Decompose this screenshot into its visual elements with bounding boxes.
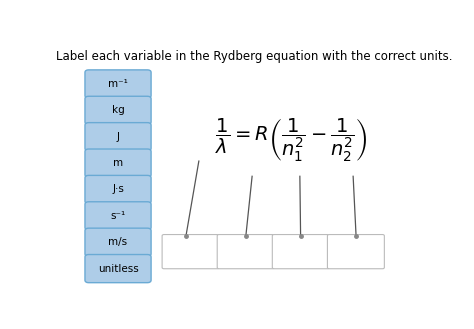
FancyBboxPatch shape (162, 235, 219, 269)
FancyBboxPatch shape (85, 70, 151, 98)
Text: m: m (113, 158, 123, 168)
FancyBboxPatch shape (85, 202, 151, 230)
FancyBboxPatch shape (272, 235, 329, 269)
Text: m/s: m/s (109, 237, 128, 247)
Text: $\dfrac{1}{\lambda} = R\left(\dfrac{1}{n_1^2} - \dfrac{1}{n_2^2}\right)$: $\dfrac{1}{\lambda} = R\left(\dfrac{1}{n… (215, 117, 367, 164)
Text: Label each variable in the Rydberg equation with the correct units.: Label each variable in the Rydberg equat… (56, 50, 452, 63)
FancyBboxPatch shape (328, 235, 384, 269)
FancyBboxPatch shape (85, 149, 151, 177)
Text: kg: kg (112, 105, 124, 115)
FancyBboxPatch shape (85, 96, 151, 124)
FancyBboxPatch shape (85, 228, 151, 256)
Text: m⁻¹: m⁻¹ (108, 79, 128, 89)
Text: J: J (117, 132, 119, 142)
FancyBboxPatch shape (85, 123, 151, 151)
FancyBboxPatch shape (85, 175, 151, 204)
FancyBboxPatch shape (217, 235, 274, 269)
Text: s⁻¹: s⁻¹ (110, 211, 126, 221)
FancyBboxPatch shape (85, 255, 151, 283)
Text: J·s: J·s (112, 185, 124, 194)
Text: unitless: unitless (98, 264, 138, 274)
